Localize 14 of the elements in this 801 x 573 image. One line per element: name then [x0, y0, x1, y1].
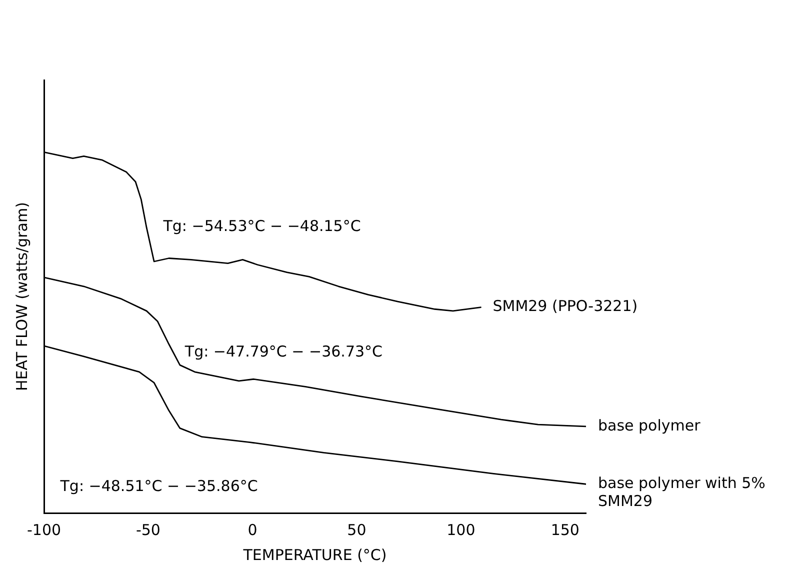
x-tick-label: 50 — [347, 520, 366, 539]
x-tick-label: 0 — [248, 520, 258, 539]
x-axis-title: TEMPERATURE (°C) — [242, 546, 387, 564]
annotation: Tg: −48.51°C − −35.86°C — [59, 476, 258, 495]
y-axis-title: HEAT FLOW (watts/gram) — [12, 202, 31, 391]
x-tick-label: -100 — [26, 520, 62, 539]
x-tick-label: -50 — [136, 520, 160, 539]
annotation: Tg: −47.79°C − −36.73°C — [184, 342, 382, 361]
x-tick-label: 150 — [550, 520, 580, 539]
series-label: SMM29 (PPO-3221) — [492, 297, 638, 316]
series-label: base polymer — [598, 416, 702, 434]
series-label: base polymer with 5% SMM29 — [598, 474, 766, 510]
x-tick-label: 100 — [446, 520, 476, 539]
annotation: Tg: −54.53°C − −48.15°C — [162, 217, 361, 236]
